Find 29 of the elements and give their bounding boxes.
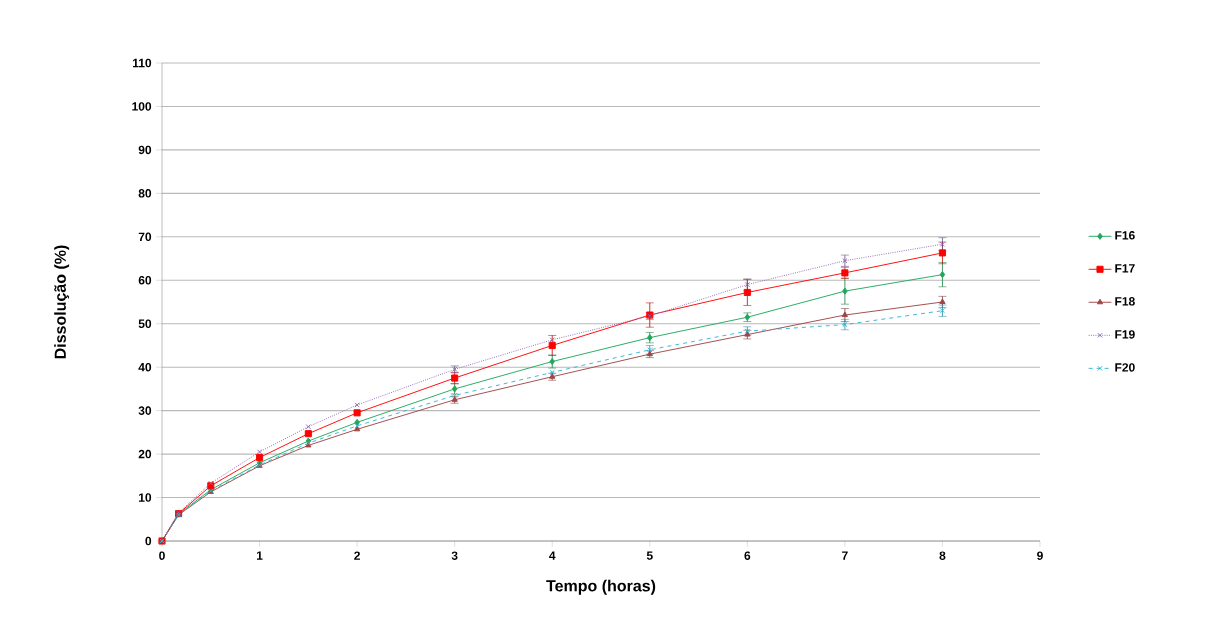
y-axis-title: Dissolução (%)	[54, 245, 70, 359]
legend-label: F17	[1115, 264, 1135, 273]
y-tick-label: 60	[138, 276, 152, 285]
y-tick-label: 80	[138, 189, 152, 198]
legend-label: F18	[1115, 297, 1135, 306]
y-tick-label: 100	[132, 102, 152, 111]
x-tick-label: 6	[744, 551, 751, 560]
legend-label: F19	[1115, 330, 1135, 339]
y-tick-label: 10	[139, 493, 152, 502]
x-tick-label: 4	[549, 551, 556, 560]
x-tick-label: 7	[842, 551, 848, 560]
legend-label: F16	[1115, 231, 1135, 240]
y-tick-label: 110	[133, 58, 152, 68]
y-tick-label: 50	[138, 319, 152, 328]
x-tick-label: 5	[646, 551, 653, 560]
x-axis-title: Tempo (horas)	[546, 579, 656, 595]
y-tick-label: 20	[138, 449, 152, 459]
legend-label: F20	[1115, 363, 1135, 372]
x-tick-label: 2	[354, 551, 360, 560]
y-tick-label: 40	[138, 362, 152, 372]
x-tick-label: 0	[159, 551, 165, 560]
x-tick-label: 3	[451, 551, 458, 560]
x-tick-label: 9	[1037, 551, 1043, 560]
y-tick-label: 30	[138, 406, 152, 415]
x-tick-label: 1	[256, 551, 263, 560]
y-tick-label: 0	[145, 536, 152, 546]
y-tick-label: 90	[138, 145, 152, 155]
x-tick-label: 8	[939, 551, 946, 560]
y-tick-label: 70	[138, 232, 152, 242]
